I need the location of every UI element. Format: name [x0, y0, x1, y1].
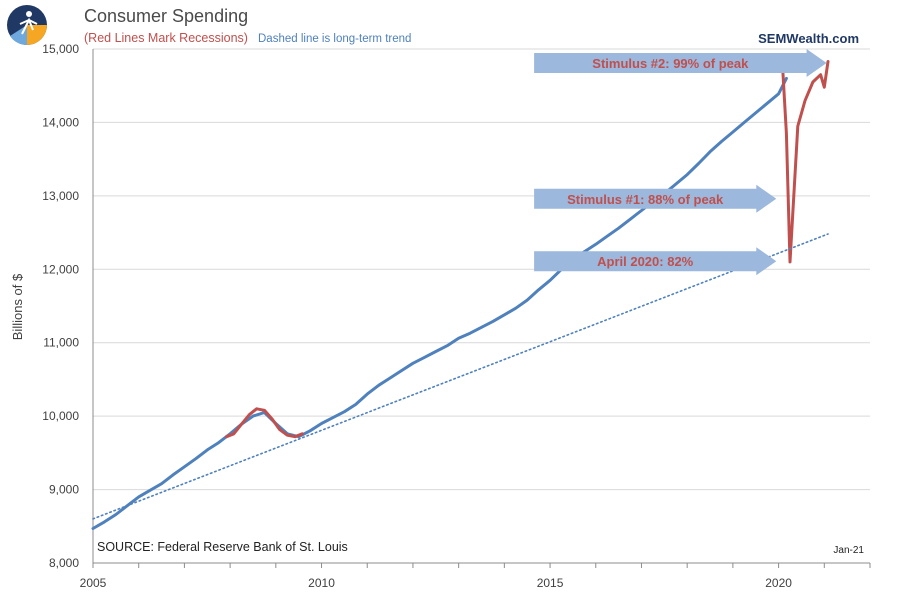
data-series	[91, 58, 830, 530]
brand-logo	[7, 5, 47, 46]
y-axis-label: Billions of $	[10, 273, 25, 340]
chart-title: Consumer Spending	[84, 6, 248, 26]
annotation-label: Stimulus #1: 88% of peak	[567, 192, 724, 207]
y-tick-label: 15,000	[42, 42, 79, 56]
logo-wedge-blue	[10, 25, 27, 46]
annotation-arrow	[534, 49, 827, 77]
annotation-arrow	[534, 247, 777, 276]
chart-subtitle-trend: Dashed line is long-term trend	[258, 33, 411, 45]
date-note: Jan-21	[833, 545, 864, 556]
annotation-arrow	[534, 184, 777, 213]
spending-line	[91, 76, 788, 530]
logo-figure-body	[19, 17, 38, 35]
recession-line	[225, 407, 304, 439]
y-tick-label: 11,000	[43, 336, 79, 350]
trend-line	[92, 233, 829, 520]
y-tick-label: 9,000	[49, 483, 79, 497]
logo-figure-head	[26, 11, 32, 17]
y-tick-label: 13,000	[42, 189, 79, 203]
brand-label: SEMWealth.com	[758, 31, 859, 46]
y-tick-label: 8,000	[49, 556, 79, 570]
chart-subtitle-recessions: (Red Lines Mark Recessions)	[84, 31, 248, 45]
gridlines	[93, 48, 870, 564]
axes: 8,000 9,000 10,000 11,000 12,000 13,000 14,000…	[42, 42, 871, 590]
x-tick-label: 2010	[308, 576, 335, 590]
annotation-label: April 2020: 82%	[597, 254, 694, 269]
y-tick-label: 12,000	[42, 262, 79, 276]
annotations: Stimulus #2: 99% of peak Stimulus #1: 88%…	[534, 49, 827, 276]
x-tick-label: 2005	[80, 576, 107, 590]
x-tick-label: 2015	[537, 576, 564, 590]
y-tick-label: 14,000	[42, 115, 79, 129]
source-note: SOURCE: Federal Reserve Bank of St. Loui…	[97, 540, 348, 554]
annotation-label: Stimulus #2: 99% of peak	[592, 56, 749, 71]
recession-line	[780, 58, 830, 264]
y-tick-label: 10,000	[42, 409, 79, 423]
x-tick-label: 2020	[765, 576, 792, 590]
